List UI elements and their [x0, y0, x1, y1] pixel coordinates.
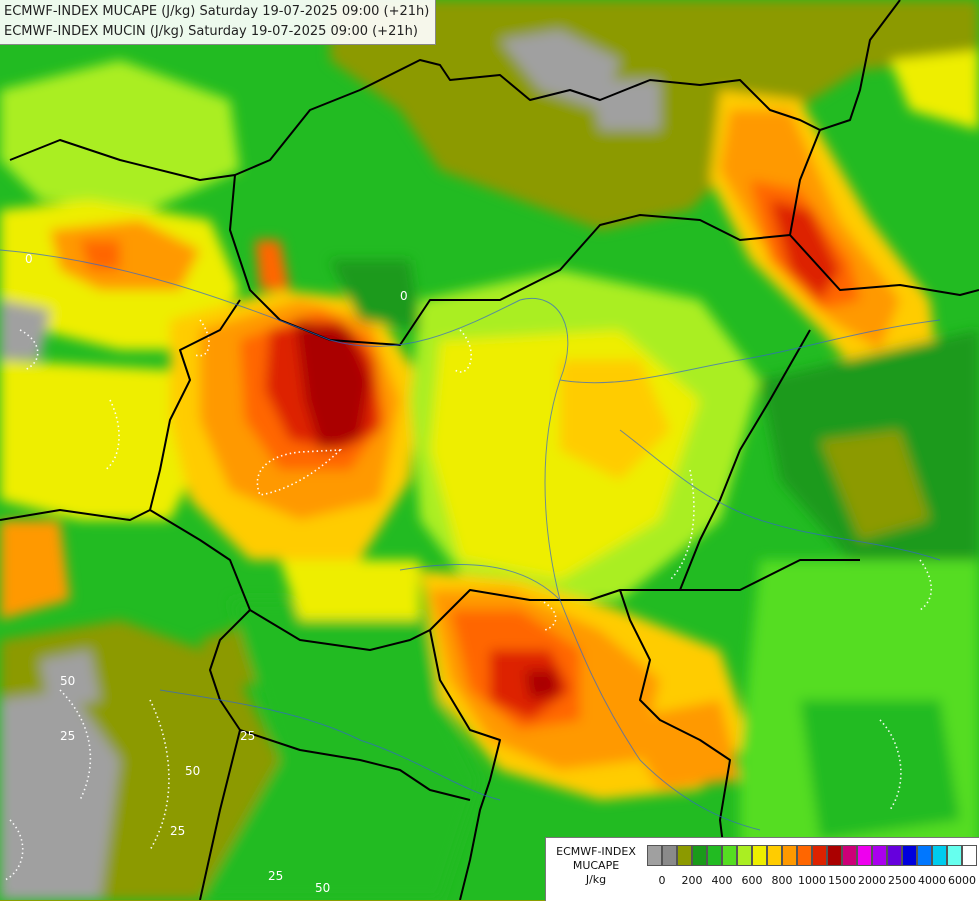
legend-tick-label: 600: [741, 874, 763, 887]
legend-swatch: [812, 845, 827, 866]
map-title-box: ECMWF-INDEX MUCAPE (J/kg) Saturday 19-07…: [0, 0, 437, 45]
legend-swatch: [647, 845, 662, 866]
legend-label: ECMWF-INDEX MUCAPE J/kg: [550, 845, 642, 887]
legend-swatch: [962, 845, 977, 866]
contour-label: 50: [60, 674, 75, 688]
legend-tick-label: 6000: [948, 874, 976, 887]
legend-tick-label: 400: [711, 874, 733, 887]
legend-tick-label: 800: [771, 874, 793, 887]
contour-label: 50: [185, 764, 200, 778]
legend-variable: MUCAPE: [572, 859, 620, 872]
mucin-contours: [4, 319, 933, 881]
legend-swatch: [737, 845, 752, 866]
legend-tick-label: 1000: [798, 874, 826, 887]
legend-swatch: [662, 845, 677, 866]
legend-swatch: [707, 845, 722, 866]
legend-tick-label: 200: [681, 874, 703, 887]
color-legend: ECMWF-INDEX MUCAPE J/kg 0 200 400 600 800 100…: [545, 837, 979, 901]
contour-label: 50: [315, 881, 330, 895]
legend-swatch: [692, 845, 707, 866]
legend-tick-label: 2500: [888, 874, 916, 887]
legend-model: ECMWF-INDEX: [556, 845, 636, 858]
legend-swatch: [917, 845, 932, 866]
legend-tick-label: 2000: [858, 874, 886, 887]
legend-swatch: [947, 845, 962, 866]
legend-swatch: [797, 845, 812, 866]
legend-swatch: [857, 845, 872, 866]
legend-swatch: [872, 845, 887, 866]
legend-swatch: [767, 845, 782, 866]
legend-unit: J/kg: [585, 873, 607, 886]
legend-swatch: [932, 845, 947, 866]
contour-label: 25: [170, 824, 185, 838]
mucape-title: ECMWF-INDEX MUCAPE (J/kg) Saturday 19-07…: [4, 4, 430, 19]
legend-swatch: [827, 845, 842, 866]
legend-tick-label: 1500: [828, 874, 856, 887]
legend-swatch: [887, 845, 902, 866]
mucin-title: ECMWF-INDEX MUCIN (J/kg) Saturday 19-07-…: [4, 24, 418, 39]
contour-labels: 0 0 50 25 25 50 25 25 50: [25, 252, 408, 895]
legend-ticks: 0 200 400 600 800 1000 1500 2000 2500 4000 6000: [647, 874, 977, 888]
contour-label: 25: [268, 869, 283, 883]
legend-swatches: [647, 845, 977, 866]
legend-swatch: [782, 845, 797, 866]
legend-tick-label: 4000: [918, 874, 946, 887]
legend-swatch: [722, 845, 737, 866]
legend-tick-label: 0: [658, 874, 666, 887]
legend-swatch: [842, 845, 857, 866]
contour-label: 25: [240, 729, 255, 743]
legend-swatch: [752, 845, 767, 866]
contour-label: 0: [25, 252, 33, 266]
contour-label: 0: [400, 289, 408, 303]
contour-label: 25: [60, 729, 75, 743]
legend-swatch: [677, 845, 692, 866]
rivers: [0, 249, 941, 831]
legend-swatch: [902, 845, 917, 866]
